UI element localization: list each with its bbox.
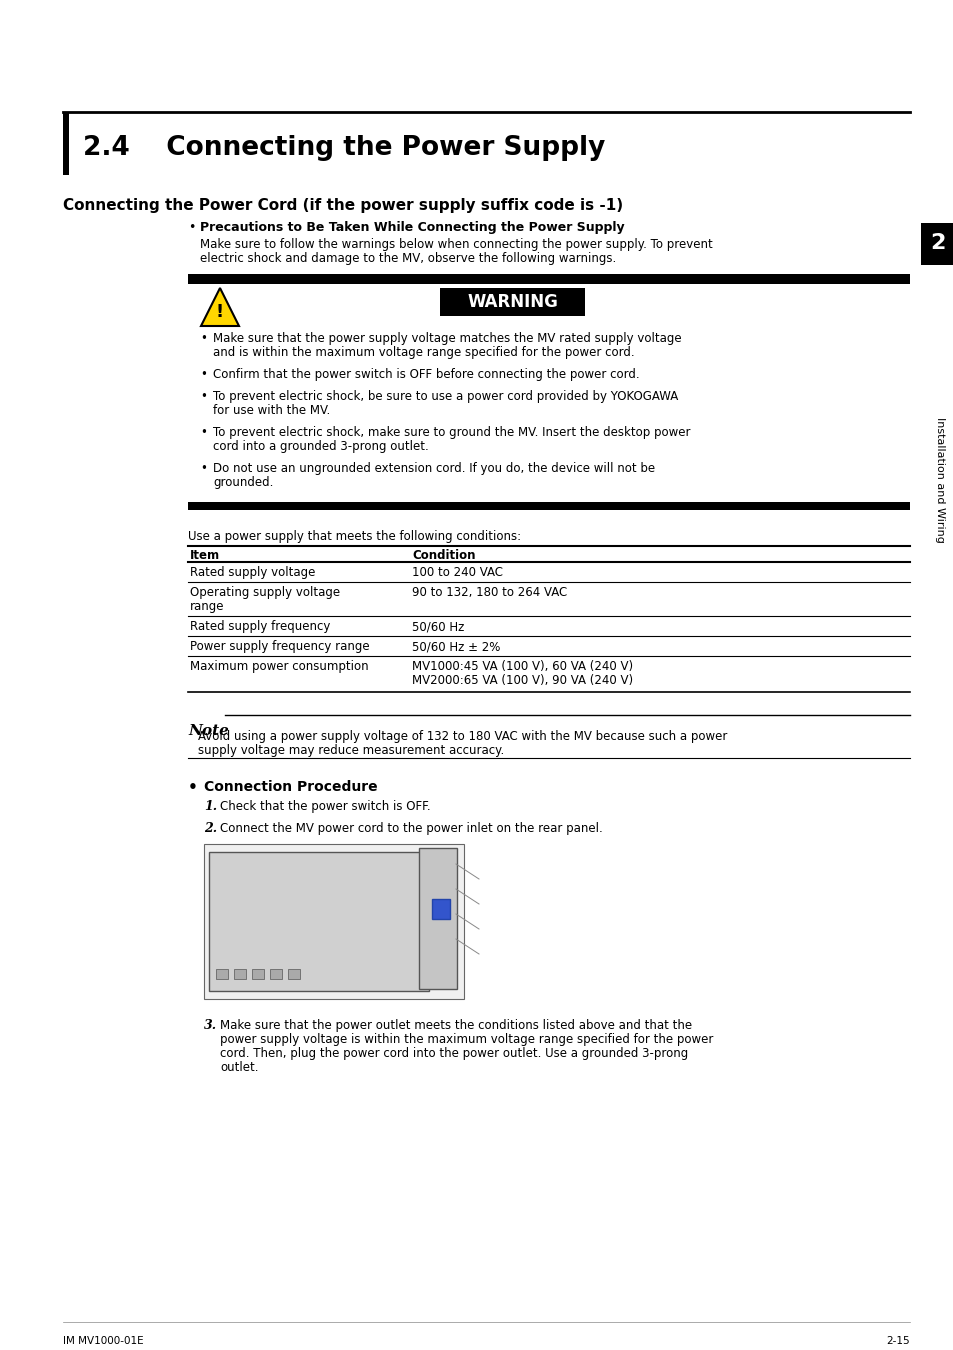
Text: electric shock and damage to the MV, observe the following warnings.: electric shock and damage to the MV, obs…	[200, 252, 616, 265]
Text: Connecting the Power Cord (if the power supply suffix code is -1): Connecting the Power Cord (if the power …	[63, 198, 622, 213]
Text: Operating supply voltage: Operating supply voltage	[190, 586, 340, 599]
Text: To prevent electric shock, make sure to ground the MV. Insert the desktop power: To prevent electric shock, make sure to …	[213, 427, 690, 439]
Text: Make sure to follow the warnings below when connecting the power supply. To prev: Make sure to follow the warnings below w…	[200, 238, 712, 251]
Text: 2.4    Connecting the Power Supply: 2.4 Connecting the Power Supply	[83, 135, 605, 161]
Text: Check that the power switch is OFF.: Check that the power switch is OFF.	[220, 801, 430, 813]
Text: Do not use an ungrounded extension cord. If you do, the device will not be: Do not use an ungrounded extension cord.…	[213, 462, 655, 475]
Text: 90 to 132, 180 to 264 VAC: 90 to 132, 180 to 264 VAC	[412, 586, 567, 599]
Text: MV1000:45 VA (100 V), 60 VA (240 V): MV1000:45 VA (100 V), 60 VA (240 V)	[412, 660, 633, 674]
Text: Rated supply frequency: Rated supply frequency	[190, 620, 330, 633]
Text: !: !	[215, 302, 224, 320]
Text: supply voltage may reduce measurement accuracy.: supply voltage may reduce measurement ac…	[198, 744, 504, 757]
Text: IM MV1000-01E: IM MV1000-01E	[63, 1336, 144, 1346]
Text: •: •	[188, 221, 195, 234]
Bar	[252, 969, 264, 979]
Text: Condition: Condition	[412, 549, 475, 562]
Text: Item: Item	[190, 549, 220, 562]
Text: 100 to 240 VAC: 100 to 240 VAC	[412, 566, 502, 579]
Text: Make sure that the power supply voltage matches the MV rated supply voltage: Make sure that the power supply voltage …	[213, 332, 680, 346]
Text: cord. Then, plug the power cord into the power outlet. Use a grounded 3-prong: cord. Then, plug the power cord into the…	[220, 1048, 687, 1060]
Text: To prevent electric shock, be sure to use a power cord provided by YOKOGAWA: To prevent electric shock, be sure to us…	[213, 390, 678, 404]
Text: grounded.: grounded.	[213, 477, 274, 489]
Polygon shape	[201, 288, 239, 325]
Text: 1.: 1.	[204, 801, 217, 813]
Text: Power supply frequency range: Power supply frequency range	[190, 640, 369, 653]
Text: 2.: 2.	[204, 822, 217, 836]
Text: •: •	[200, 427, 207, 439]
Text: outlet.: outlet.	[220, 1061, 258, 1075]
Text: cord into a grounded 3-prong outlet.: cord into a grounded 3-prong outlet.	[213, 440, 428, 454]
Text: •: •	[200, 332, 207, 346]
Text: 50/60 Hz: 50/60 Hz	[412, 620, 464, 633]
Bar	[188, 502, 909, 510]
Bar	[439, 288, 584, 316]
Bar	[204, 844, 463, 999]
Text: Connect the MV power cord to the power inlet on the rear panel.: Connect the MV power cord to the power i…	[220, 822, 602, 836]
Text: Use a power supply that meets the following conditions:: Use a power supply that meets the follow…	[188, 531, 520, 543]
Text: power supply voltage is within the maximum voltage range specified for the power: power supply voltage is within the maxim…	[220, 1033, 713, 1046]
Bar	[288, 969, 299, 979]
Text: Make sure that the power outlet meets the conditions listed above and that the: Make sure that the power outlet meets th…	[220, 1019, 691, 1031]
Text: for use with the MV.: for use with the MV.	[213, 404, 330, 417]
Text: •: •	[200, 369, 207, 381]
Text: and is within the maximum voltage range specified for the power cord.: and is within the maximum voltage range …	[213, 346, 634, 359]
Bar	[432, 899, 450, 919]
Text: Rated supply voltage: Rated supply voltage	[190, 566, 315, 579]
Bar	[215, 969, 228, 979]
Bar	[270, 969, 282, 979]
Bar	[418, 848, 456, 990]
Bar	[209, 852, 429, 991]
Text: 2: 2	[929, 234, 944, 252]
Bar	[188, 274, 909, 284]
Text: Connection Procedure: Connection Procedure	[204, 780, 377, 794]
Text: •: •	[200, 390, 207, 404]
Bar	[63, 112, 69, 176]
Text: 2-15: 2-15	[885, 1336, 909, 1346]
Text: Avoid using a power supply voltage of 132 to 180 VAC with the MV because such a : Avoid using a power supply voltage of 13…	[198, 730, 726, 742]
Bar	[920, 223, 953, 265]
Bar	[233, 969, 246, 979]
Text: 3.: 3.	[204, 1019, 217, 1031]
Text: MV2000:65 VA (100 V), 90 VA (240 V): MV2000:65 VA (100 V), 90 VA (240 V)	[412, 674, 633, 687]
Text: Note: Note	[188, 724, 229, 738]
Text: Confirm that the power switch is OFF before connecting the power cord.: Confirm that the power switch is OFF bef…	[213, 369, 639, 381]
Text: range: range	[190, 599, 224, 613]
Text: 50/60 Hz ± 2%: 50/60 Hz ± 2%	[412, 640, 500, 653]
Text: Precautions to Be Taken While Connecting the Power Supply: Precautions to Be Taken While Connecting…	[200, 221, 624, 234]
Text: •: •	[200, 462, 207, 475]
Text: •: •	[188, 780, 197, 795]
Text: Installation and Wiring: Installation and Wiring	[934, 417, 944, 543]
Text: Maximum power consumption: Maximum power consumption	[190, 660, 368, 674]
Text: WARNING: WARNING	[467, 293, 558, 310]
